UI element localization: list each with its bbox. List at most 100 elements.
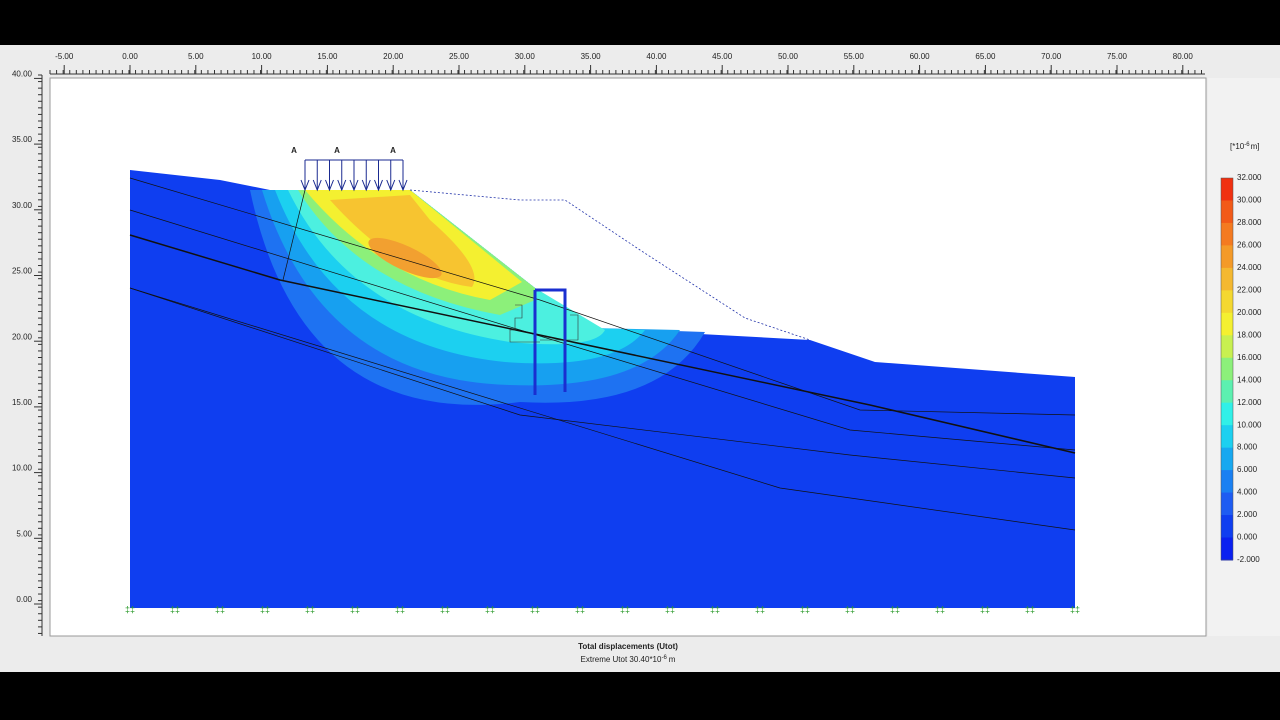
fixity: ‡‡: [350, 604, 360, 614]
phreatic-line: [409, 189, 811, 341]
fixity: ‡‡: [800, 604, 810, 614]
colorbar-band: [1221, 200, 1233, 224]
x-ruler-label: 15.00: [317, 52, 338, 61]
y-ruler-label: 20.00: [12, 332, 33, 341]
legend-label: 22.000: [1237, 285, 1262, 294]
colorbar-band: [1221, 335, 1233, 359]
legend-label: 32.000: [1237, 173, 1262, 182]
colorbar-frame: [1220, 177, 1234, 561]
x-ruler-label: 35.00: [581, 52, 602, 61]
fixity: ‡‡: [1070, 604, 1080, 614]
fixity: ‡‡: [935, 604, 945, 614]
fixity: ‡‡: [215, 604, 225, 614]
colorbar-band: [1221, 380, 1233, 404]
fixity: ‡‡: [575, 604, 585, 614]
colorbar-band: [1221, 178, 1233, 201]
colorbar-band: [1221, 470, 1233, 494]
x-ruler-label: 30.00: [515, 52, 536, 61]
contour: [330, 195, 475, 287]
legend-label: 6.000: [1237, 465, 1258, 474]
colorbar-band: [1221, 267, 1233, 291]
x-ruler-label: 50.00: [778, 52, 799, 61]
load-arrowhead: [349, 179, 359, 192]
fixity: ‡‡: [395, 604, 405, 614]
legend-label: 12.000: [1237, 398, 1262, 407]
y-ruler-label: 15.00: [12, 398, 33, 407]
fixity: ‡‡: [260, 604, 270, 614]
legend-label: 14.000: [1237, 375, 1262, 384]
x-ruler-label: 5.00: [188, 52, 204, 61]
load-arrowhead: [374, 179, 383, 192]
layer-lines: [129, 177, 1076, 531]
legend-unit: [*10-6m]: [1230, 142, 1259, 152]
x-ruler-label: 45.00: [712, 52, 733, 61]
fixity: ‡‡: [170, 604, 180, 614]
fixity: ‡‡: [440, 604, 450, 614]
y-ruler-label: 35.00: [12, 135, 33, 144]
load-arrowhead: [337, 179, 347, 192]
load-label: A: [390, 146, 396, 155]
colorbar-band: [1221, 245, 1233, 269]
x-ruler-label: 60.00: [910, 52, 931, 61]
caption-title: Total displacements (Utot): [578, 642, 678, 651]
fixity: ‡‡: [485, 604, 495, 614]
contour: [368, 237, 442, 279]
colorbar-band: [1221, 357, 1233, 381]
fixity: ‡‡: [980, 604, 990, 614]
x-ruler-label: 75.00: [1107, 52, 1128, 61]
fixity: ‡‡: [620, 604, 630, 614]
fixity: ‡‡: [305, 604, 315, 614]
load-arrowhead: [398, 179, 408, 192]
legend-label: 10.000: [1237, 420, 1262, 429]
y-ruler-label: 0.00: [16, 595, 32, 604]
fixity: ‡‡: [1025, 604, 1035, 614]
legend-label: 20.000: [1237, 308, 1262, 317]
load-arrowhead: [300, 179, 310, 192]
legend-label: 28.000: [1237, 218, 1262, 227]
x-ruler-label: 65.00: [975, 52, 996, 61]
legend-label: 30.000: [1237, 196, 1262, 205]
colorbar-band: [1221, 312, 1233, 336]
legend-label: 16.000: [1237, 353, 1262, 362]
anchor-geometry: [509, 304, 579, 343]
caption-extreme: Extreme Utot 30.40*10-6 m: [581, 655, 676, 665]
x-ruler-label: 80.00: [1173, 52, 1194, 61]
colorbar-band: [1221, 492, 1233, 516]
y-ruler-label: 30.00: [12, 201, 33, 210]
legend-label: 4.000: [1237, 488, 1258, 497]
legend-label: 26.000: [1237, 241, 1262, 250]
x-ruler-label: 0.00: [122, 52, 138, 61]
fixity: ‡‡: [530, 604, 540, 614]
model: [129, 170, 1076, 608]
load-label: A: [291, 146, 297, 155]
legend-panel: [1208, 78, 1280, 636]
load-arrowhead: [325, 179, 334, 192]
y-ruler-label: 40.00: [12, 70, 33, 79]
legend-label: -2.000: [1237, 555, 1260, 564]
fixity: ‡‡: [845, 604, 855, 614]
colorbar-band: [1221, 515, 1233, 539]
y-ruler-label: 25.00: [12, 267, 33, 276]
colorbar-band: [1221, 425, 1233, 449]
legend-label: 8.000: [1237, 443, 1258, 452]
colorbar-band: [1221, 447, 1233, 471]
colorbar-band: [1221, 537, 1233, 561]
x-ruler-label: 70.00: [1041, 52, 1062, 61]
x-ruler-label: 25.00: [449, 52, 470, 61]
fixity: ‡‡: [710, 604, 720, 614]
x-ruler-label: 40.00: [646, 52, 667, 61]
x-ruler-label: 55.00: [844, 52, 865, 61]
fixity: ‡‡: [890, 604, 900, 614]
colorbar-band: [1221, 290, 1233, 314]
legend-label: 18.000: [1237, 330, 1262, 339]
load-arrowhead: [361, 179, 371, 192]
legend-label: 24.000: [1237, 263, 1262, 272]
load-arrowhead: [386, 179, 396, 192]
colorbar-band: [1221, 402, 1233, 426]
distributed-load: [300, 159, 408, 192]
fixity: ‡‡: [665, 604, 675, 614]
x-ruler-label: 10.00: [252, 52, 273, 61]
load-arrowhead: [312, 179, 322, 192]
